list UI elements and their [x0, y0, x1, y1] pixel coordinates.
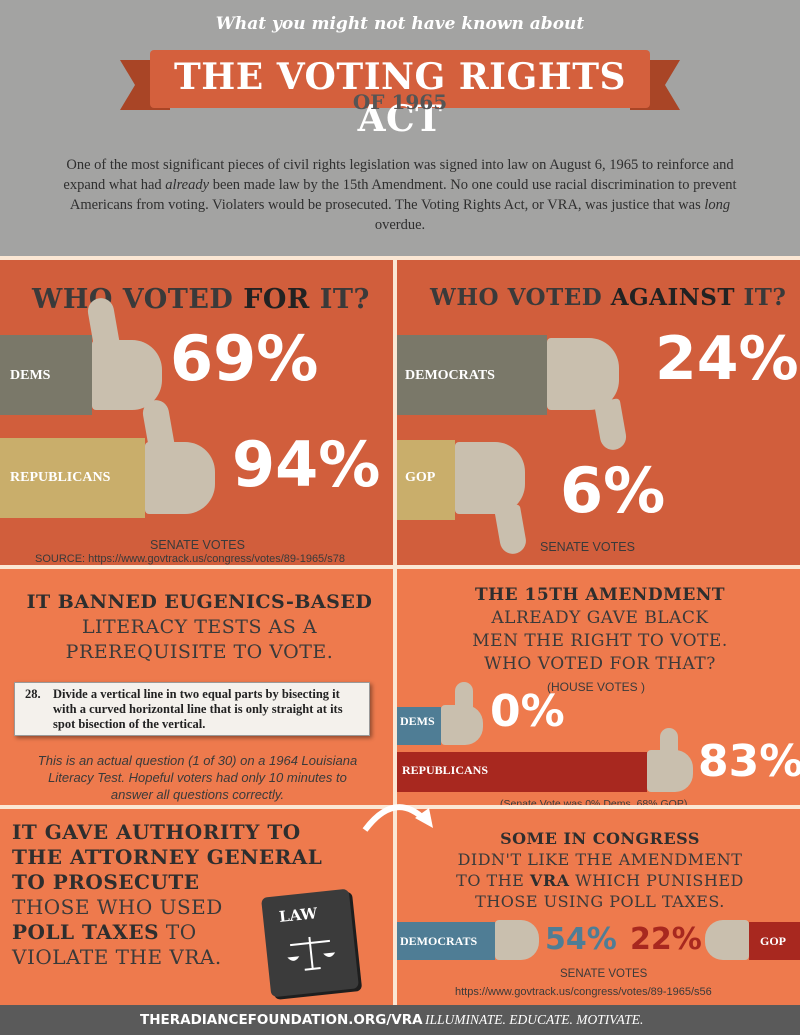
poll-tax-heading: SOME IN CONGRESS DIDN'T LIKE THE AMENDME…: [456, 829, 744, 911]
gop-against-pct: 6%: [560, 454, 666, 527]
thumb: [660, 728, 678, 756]
fifteenth-heading: THE 15TH AMENDMENT ALREADY GAVE BLACK ME…: [472, 585, 728, 674]
footer: [0, 1005, 800, 1035]
literacy-test-note: This is an actual question (1 of 30) on …: [37, 753, 358, 802]
thumbs-down-icon: [547, 338, 619, 410]
gop-sleeve: [749, 922, 800, 960]
divider: [0, 256, 800, 260]
thumbs-down-icon: [495, 920, 539, 960]
thumbs-down-icon: [705, 920, 749, 960]
thumbs-up-icon: [145, 442, 215, 514]
pretitle: What you might not have known about: [215, 14, 585, 34]
voted-for-heading: WHO VOTED FOR IT?: [32, 284, 370, 315]
scales-icon: [287, 936, 336, 971]
law-book-label: LAW: [278, 904, 319, 927]
page-subtitle: OF 1965: [352, 90, 448, 114]
thumb: [455, 682, 473, 710]
dems-label: DEMS: [10, 368, 51, 383]
dems-sleeve: [0, 335, 92, 415]
democrats-sleeve: [397, 922, 495, 960]
dems-label: DEMS: [400, 714, 435, 728]
dems-poll-pct: 54%: [545, 922, 617, 957]
house-votes-caption: (HOUSE VOTES ): [547, 680, 646, 694]
voted-against-heading: WHO VOTED AGAINST IT?: [430, 284, 787, 311]
democrats-sleeve: [397, 335, 547, 415]
thumbs-up-icon: [92, 340, 162, 410]
dems-sleeve: [397, 707, 441, 745]
divider: [0, 565, 800, 569]
intro-paragraph: One of the most significant pieces of ci…: [63, 157, 737, 233]
democrats-label: DEMOCRATS: [405, 368, 495, 383]
footer-site-link[interactable]: THERADIANCEFOUNDATION.ORG/VRA: [140, 1012, 423, 1028]
title-banner: [150, 50, 650, 108]
republicans-sleeve: [397, 752, 647, 792]
gop-poll-pct: 22%: [630, 922, 702, 957]
source-link[interactable]: https://www.govtrack.us/congress/votes/8…: [455, 986, 712, 998]
dems-for-pct: 69%: [170, 322, 319, 395]
republicans-label: REPUBLICANS: [10, 470, 111, 485]
rep-15th-pct: 83%: [698, 736, 800, 787]
literacy-test-question: 28. Divide a vertical line in two equal …: [14, 682, 370, 736]
senate-votes-caption: SENATE VOTES: [540, 540, 635, 554]
dems-15th-pct: 0%: [490, 686, 565, 737]
republicans-label: REPUBLICANS: [402, 763, 489, 777]
democrats-label: DEMOCRATS: [400, 934, 478, 948]
source-link[interactable]: SOURCE: https://www.govtrack.us/congress…: [35, 553, 345, 565]
gop-label: GOP: [405, 470, 436, 485]
republicans-sleeve: [0, 438, 145, 518]
thumbs-up-icon: [647, 750, 693, 792]
senate-votes-caption: SENATE VOTES: [560, 968, 648, 980]
footer-tagline: ILLUMINATE. EDUCATE. MOTIVATE.: [425, 1012, 644, 1027]
thumbs-down-icon: [455, 442, 525, 514]
curved-arrow-icon: [362, 804, 433, 832]
dems-against-pct: 24%: [655, 324, 799, 394]
law-book-icon: LAW: [261, 888, 359, 998]
gop-label: GOP: [760, 934, 786, 948]
attorney-heading: IT GAVE AUTHORITY TO THE ATTORNEY GENERA…: [12, 820, 323, 969]
page-title: THE VOTING RIGHTS ACT: [173, 56, 627, 140]
gop-sleeve: [397, 440, 455, 520]
rep-for-pct: 94%: [232, 428, 381, 501]
thumbs-up-icon: [441, 705, 483, 745]
header: [0, 0, 800, 256]
vertical-divider: [393, 256, 397, 1006]
senate-votes-caption: SENATE VOTES: [150, 538, 245, 552]
panel-poll-tax: [397, 809, 800, 1005]
eugenics-heading: IT BANNED EUGENICS-BASED LITERACY TESTS …: [26, 591, 373, 663]
